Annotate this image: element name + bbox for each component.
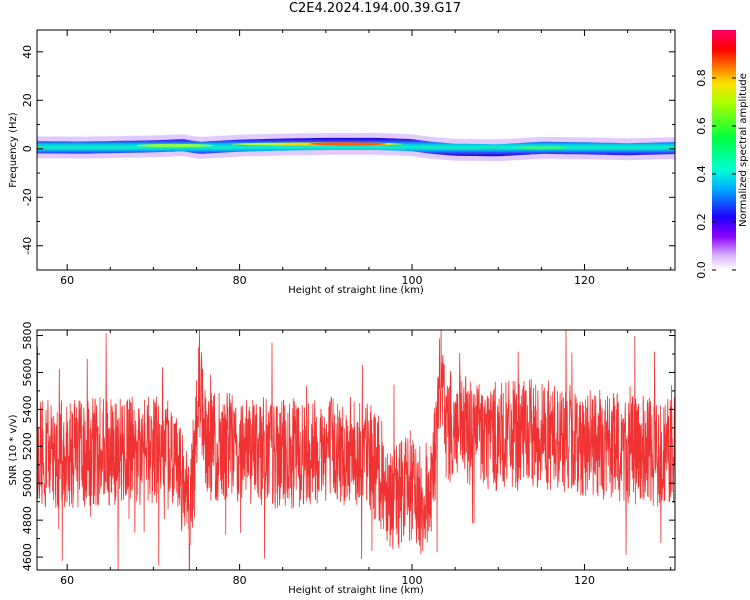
heatmap-xlabel: Height of straight line (km) — [288, 285, 424, 296]
snr-ytick-label: 4800 — [21, 506, 34, 534]
colorbar — [712, 30, 736, 270]
snr-xtick-label: 80 — [233, 574, 247, 587]
heatmap-xtick-label: 100 — [402, 274, 423, 287]
figure-title: C2E4.2024.194.00.39.G17 — [288, 1, 462, 16]
snr-series-line — [37, 330, 675, 570]
snr-ytick-label: 5000 — [21, 469, 34, 497]
colorbar-tick-label: 0.8 — [695, 69, 708, 87]
heatmap-ridge — [308, 142, 387, 146]
heatmap-band — [37, 137, 675, 157]
heatmap-ridge — [515, 146, 568, 150]
snr-ytick-label: 5200 — [21, 432, 34, 460]
heatmap-xtick-label: 60 — [60, 274, 74, 287]
heatmap-ytick-label: -40 — [21, 237, 34, 255]
colorbar-tick-label: 0.2 — [695, 213, 708, 231]
heatmap-area — [37, 133, 675, 162]
snr-frame — [36, 329, 676, 571]
heatmap-frame — [36, 29, 676, 271]
colorbar-tick-label: 0.0 — [695, 261, 708, 279]
heatmap-ytick-label: 0 — [21, 145, 34, 152]
heatmap-ylabel: Frequency (Hz) — [8, 112, 19, 188]
snr-ytick-label: 5800 — [21, 322, 34, 350]
snr-ytick-label: 5400 — [21, 395, 34, 423]
snr-xtick-label: 120 — [574, 574, 595, 587]
snr-area — [37, 330, 675, 570]
heatmap-ytick-label: -20 — [21, 188, 34, 206]
heatmap-xtick-label: 80 — [233, 274, 247, 287]
snr-ylabel: SNR (10 * v/v) — [8, 414, 19, 485]
heatmap-xtick-label: 120 — [574, 274, 595, 287]
colorbar-tick-label: 0.6 — [695, 117, 708, 135]
colorbar-tick-label: 0.4 — [695, 165, 708, 183]
heatmap-ridge — [136, 143, 214, 148]
snr-ytick-label: 4600 — [21, 543, 34, 571]
snr-xtick-label: 60 — [60, 574, 74, 587]
colorbar-label: Normalized spectral amplitude — [738, 73, 749, 227]
snr-xtick-label: 100 — [402, 574, 423, 587]
heatmap-ytick-label: 20 — [21, 93, 34, 107]
heatmap-ytick-label: 40 — [21, 45, 34, 59]
snr-xlabel: Height of straight line (km) — [288, 585, 424, 596]
snr-ytick-label: 5600 — [21, 358, 34, 386]
